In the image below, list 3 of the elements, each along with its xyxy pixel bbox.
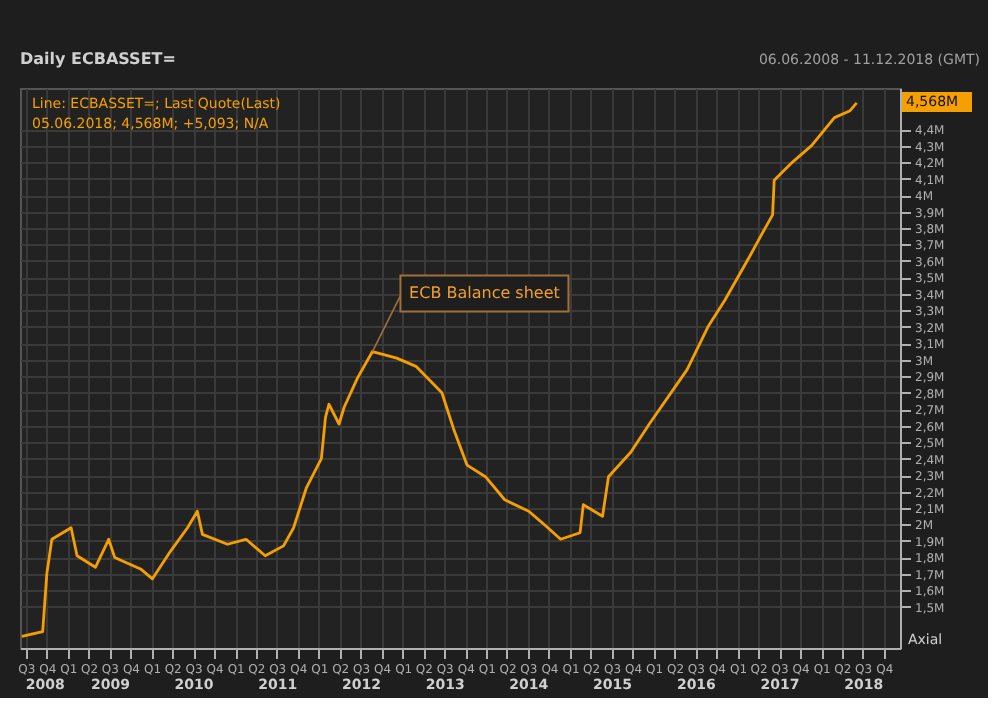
line-series [20,101,859,638]
annotation: ECB Balance sheet [409,283,560,302]
chart-title: Daily ECBASSET= [20,50,176,68]
